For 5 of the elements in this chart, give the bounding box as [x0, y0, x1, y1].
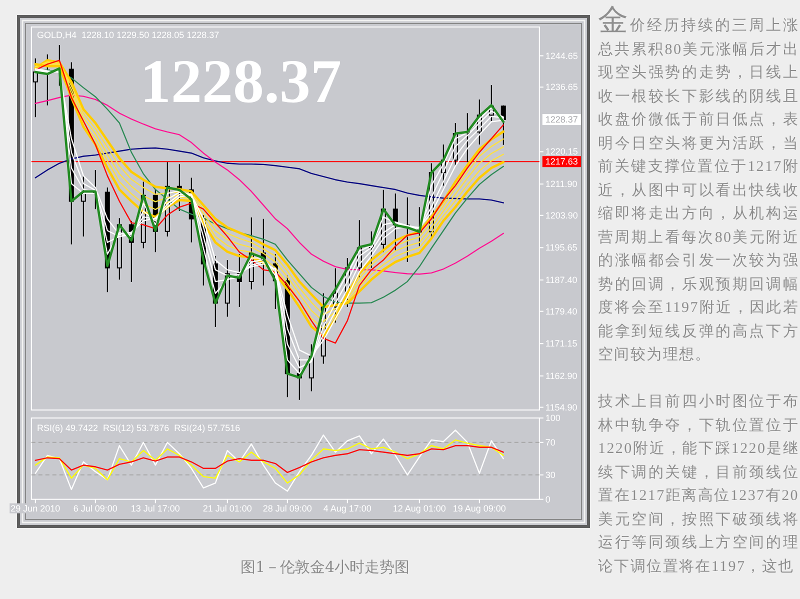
- title: 图1－伦敦金4小时走势图: [240, 558, 410, 576]
- annotation: 1228.37: [545, 114, 578, 125]
- text: 技术上目前四小时图位于布林中轨争夺，下轨位置位于1220附近，能下踩1220是继续下调的关键，目前颈线位置在1217距离高位1237有20美元空间，按照下破颈线将运行等同颈线上方空间的理论下调位置将在1197，这也: [598, 392, 799, 576]
- text: 金价经历持续的三周上涨总共累积80美元涨幅后才出现空头强势的走势，日线上收一根较长下影线的阴线且收盘价微低于前日低点，表明今日空头将更为活跃，当前关键支撑位置位于1217附近，从图中可以看出快线收缩即将走出方向，从机构运营周期上看每次80美元附近的涨幅都会引发一次较为强势的回调，乐观预期回调幅度将会至1197附近，因此若能拿到短线反弹的高点下方空间较为理想。: [598, 4, 800, 363]
- ref-label: 1217.63: [545, 156, 578, 167]
